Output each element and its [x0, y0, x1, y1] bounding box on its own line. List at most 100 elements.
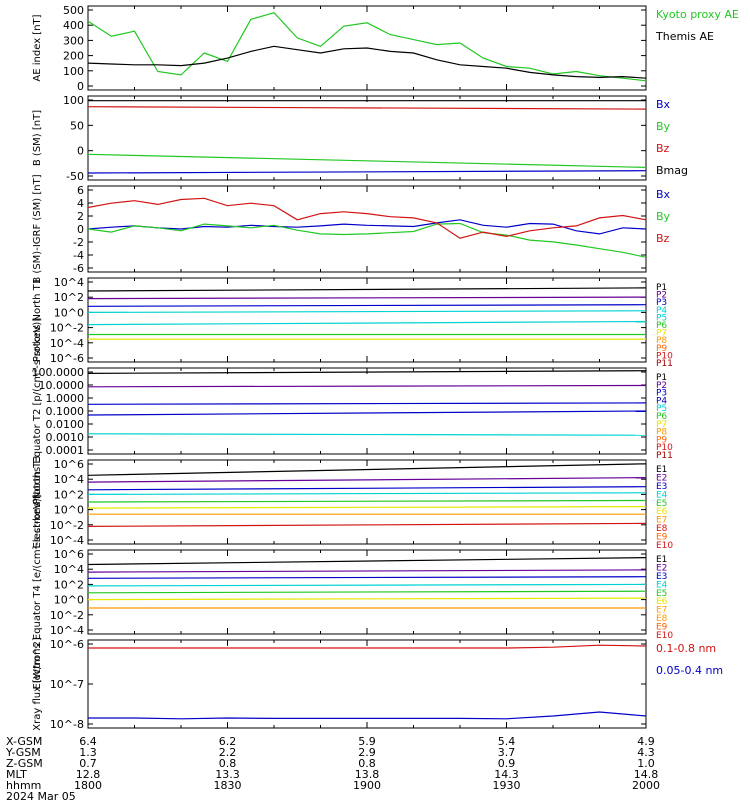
- legend-entry: Bx: [656, 188, 671, 201]
- y-tick-label: 10.0000: [39, 379, 85, 392]
- y-tick-label: -2: [73, 236, 84, 249]
- y-tick-label: 0.1000: [46, 405, 85, 418]
- y-tick-label: 50: [70, 119, 84, 132]
- legend-entry: P9: [656, 344, 667, 354]
- legend-entry: Bz: [656, 142, 670, 155]
- series-line-themis-ae: [87, 45, 647, 79]
- legend-entry: E6: [656, 597, 668, 607]
- legend-entry: P10: [656, 443, 673, 453]
- series-line-e6: [87, 597, 647, 601]
- series-line-e6: [87, 506, 647, 509]
- y-tick-label: -6: [73, 262, 84, 275]
- y-tick-label: 10^-2: [50, 519, 84, 532]
- orbit-row-label: Z-GSM: [6, 757, 43, 770]
- panel-2: 100 50 0 -50 B (SM) [nT] Bx By Bz Bmag: [32, 94, 688, 183]
- series-line-e1: [87, 463, 647, 476]
- y-tick-label: 0: [77, 145, 84, 158]
- legend-entry: P5: [656, 404, 667, 414]
- legend-entry: E9: [656, 623, 668, 633]
- legend-entry: P3: [656, 298, 667, 308]
- series-line-p1: [87, 287, 647, 292]
- panel-5: 100.000010.00001.00000.10000.01000.00100…: [32, 318, 674, 505]
- orbit-row-value: 0.8: [358, 757, 376, 770]
- series-line-bx: [87, 219, 647, 235]
- y-tick-label: 1.0000: [46, 392, 85, 405]
- orbit-row-value: 4.9: [637, 735, 655, 748]
- y-axis-label: Electrons Equator T4 [e/(cm²-s-sr-keV)]: [32, 494, 43, 689]
- y-tick-label: 500: [63, 4, 84, 17]
- legend-entry: Themis AE: [655, 30, 714, 43]
- y-tick-label: 10^4: [54, 276, 84, 289]
- legend-entry: P1: [656, 283, 667, 293]
- legend-entry: P4: [656, 396, 667, 406]
- series-line-p5: [87, 320, 647, 326]
- y-axis-label: AE index [nT]: [32, 14, 43, 81]
- series-line-p3: [87, 304, 647, 307]
- y-tick-label: 100: [63, 94, 84, 107]
- legend-entry: P3: [656, 389, 667, 399]
- y-tick-label: -50: [66, 170, 84, 183]
- series-line-e2: [87, 569, 647, 573]
- y-axis-label: B (SM) [nT]: [32, 110, 43, 166]
- y-tick-label: 10^-7: [50, 678, 84, 691]
- series-line-by: [87, 153, 647, 168]
- legend-entry: P9: [656, 435, 667, 445]
- y-axis-label: Xray flux [W/m^2]: [32, 637, 43, 731]
- legend-entry: P8: [656, 336, 667, 346]
- legend-entry: By: [656, 120, 671, 133]
- orbit-row-value: 0.8: [219, 757, 237, 770]
- series-line-p4: [87, 410, 647, 416]
- legend-entry: P6: [656, 412, 667, 422]
- legend-entry: P5: [656, 313, 667, 323]
- y-tick-label: -4: [73, 249, 84, 262]
- series-line-p2: [87, 296, 647, 300]
- y-tick-label: 10^-4: [50, 337, 84, 350]
- legend-entry: P6: [656, 321, 667, 331]
- y-tick-label: 10^0: [54, 504, 84, 517]
- legend-entry: E2: [656, 563, 667, 573]
- y-tick-label: 10^4: [54, 473, 84, 486]
- y-tick-label: 10^0: [54, 594, 84, 607]
- legend-entry: E9: [656, 533, 668, 543]
- orbit-row-value: 12.8: [76, 768, 101, 781]
- panel-4: 10^4 10^2 10^0 10^-2 10^-4 10^-6 Protons North…: [32, 276, 673, 369]
- series-line-0-05-0-4-nm: [88, 711, 647, 720]
- legend-entry: E8: [656, 524, 668, 534]
- y-tick-label: 0: [77, 223, 84, 236]
- y-tick-label: 10^6: [54, 548, 84, 561]
- series-line-by: [87, 222, 647, 258]
- panel-8: 10^-6 10^-7 10^-8 Xray flux [W/m^2] 0.1-0.8 …: [32, 637, 723, 731]
- orbit-row-value: 1.0: [637, 757, 655, 770]
- panel-6: 10^6 10^4 10^2 10^0 10^-2 10^-4 Electrons Nort…: [32, 455, 673, 551]
- y-tick-label: 100: [63, 65, 84, 78]
- series-line-kyoto-proxy-ae: [87, 12, 647, 82]
- series-line-0-1-0-8-nm: [88, 644, 647, 649]
- y-tick-label: 0.0100: [46, 418, 85, 431]
- y-tick-label: 0.0010: [46, 431, 85, 444]
- y-tick-label: 4: [77, 197, 84, 210]
- y-tick-label: 0.0001: [46, 444, 85, 457]
- legend-entry: E10: [656, 541, 673, 551]
- series-line-e1: [87, 557, 647, 566]
- legend-entry: E5: [656, 499, 667, 509]
- legend-entry: P2: [656, 381, 667, 391]
- orbit-row-value: 3.7: [498, 746, 516, 759]
- series-line-e3: [87, 486, 647, 491]
- legend-entry: E3: [656, 572, 667, 582]
- orbit-row-value: 0.7: [79, 757, 97, 770]
- y-axis-label: Electrons North T3: [32, 455, 43, 548]
- y-tick-label: 2: [77, 210, 84, 223]
- legend-entry: By: [656, 210, 671, 223]
- y-tick-label: 10^-8: [50, 718, 84, 731]
- series-line-bz: [87, 106, 647, 110]
- series-line-p4: [87, 310, 647, 313]
- orbit-row-label: Y-GSM: [5, 746, 41, 759]
- legend-entry: Bz: [656, 232, 670, 245]
- y-tick-label: 10^4: [54, 563, 84, 576]
- y-tick-label: 10^-6: [50, 638, 84, 651]
- orbit-row-value: 6.4: [79, 735, 97, 748]
- orbit-row-value: 1900: [353, 779, 381, 792]
- orbit-row-value: 14.8: [634, 768, 659, 781]
